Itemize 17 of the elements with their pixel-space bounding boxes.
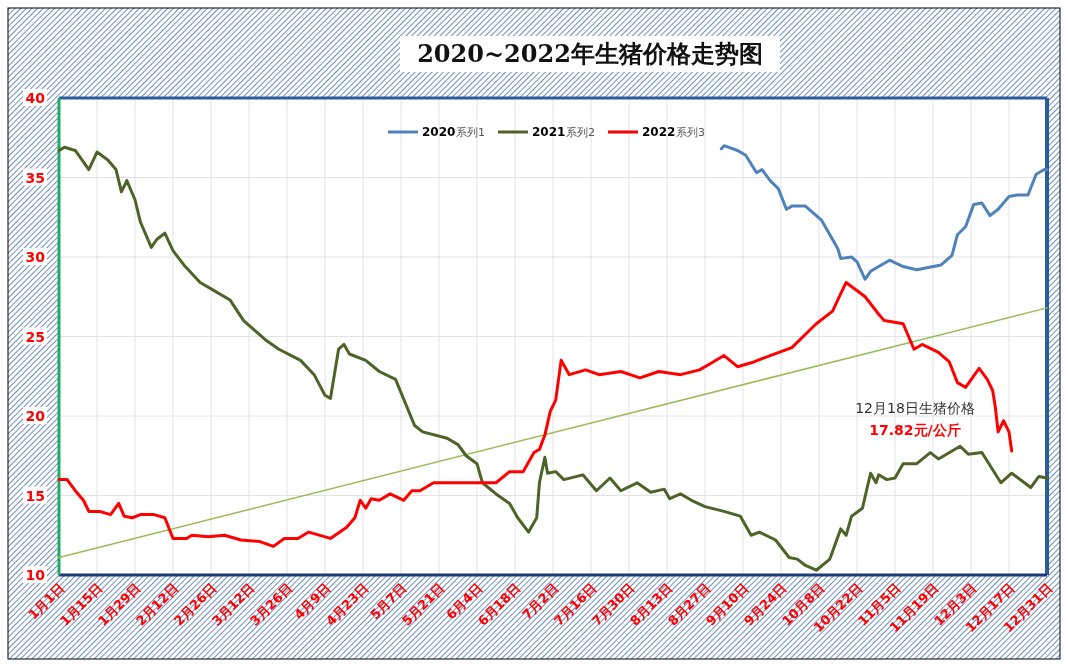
legend-label: 2021 xyxy=(532,125,566,139)
chart-title: 2020~2022年生猪价格走势图 xyxy=(417,39,763,68)
legend-label: 2020 xyxy=(422,125,456,139)
y-tick-label: 40 xyxy=(25,90,46,106)
annotation: 12月18日生猪价格 xyxy=(855,400,975,416)
annotation: 系列3 xyxy=(676,126,705,139)
y-tick-label: 10 xyxy=(25,567,46,583)
annotation: 17.82元/公斤 xyxy=(869,422,961,438)
y-tick-label: 25 xyxy=(25,328,45,345)
annotation: 系列1 xyxy=(456,126,485,139)
legend-label: 2022 xyxy=(642,125,676,139)
line-series xyxy=(719,144,1049,281)
y-tick-label: 15 xyxy=(25,487,45,504)
y-tick-label: 20 xyxy=(25,408,46,424)
y-tick-label: 35 xyxy=(25,169,45,186)
annotation: 系列2 xyxy=(566,126,595,139)
y-tick-label: 30 xyxy=(25,249,46,265)
